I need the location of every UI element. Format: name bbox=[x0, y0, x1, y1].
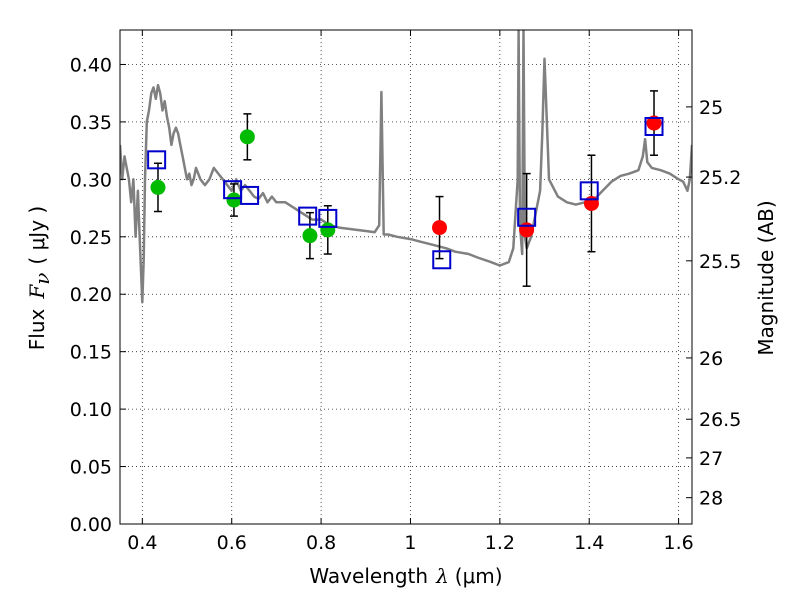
green-data-point bbox=[320, 222, 336, 238]
y-axis-unit: ( μJy ) bbox=[25, 206, 49, 265]
y2-tick-label: 25.5 bbox=[699, 251, 741, 273]
axis-ticks: 0.4 0.6 0.8 1 1.2 1.4 1.6 0.00 0.05 0.10 0.15 0.20 0… bbox=[70, 30, 741, 554]
x-tick-label: 1.4 bbox=[574, 532, 604, 554]
y-tick-label: 0.05 bbox=[70, 457, 112, 479]
x-tick-label: 1.2 bbox=[485, 532, 515, 554]
red-data-point bbox=[519, 222, 535, 238]
y-tick-label: 0.25 bbox=[70, 227, 112, 249]
model-square bbox=[147, 150, 167, 170]
x-axis-label: Wavelength λ (μm) bbox=[309, 564, 502, 588]
plot-area bbox=[120, 30, 692, 304]
green-data-point bbox=[226, 192, 242, 208]
green-data-point bbox=[302, 228, 318, 244]
red-data-point bbox=[583, 195, 599, 211]
y-tick-label: 0.15 bbox=[70, 342, 112, 364]
y-axis-subscript: ν bbox=[30, 273, 54, 285]
red-data-point bbox=[432, 220, 448, 236]
y2-tick-label: 26 bbox=[699, 348, 723, 370]
y-tick-label: 0.20 bbox=[70, 284, 112, 306]
y2-tick-label: 25 bbox=[699, 97, 723, 119]
x-tick-label: 0.6 bbox=[217, 532, 247, 554]
y2-tick-label: 26.5 bbox=[699, 409, 741, 431]
model-square bbox=[318, 208, 338, 228]
model-square bbox=[644, 117, 664, 137]
y-axis-label: Flux Fν ( μJy ) bbox=[25, 206, 54, 350]
model-square bbox=[432, 250, 452, 270]
x-tick-label: 1.6 bbox=[663, 532, 693, 554]
y-tick-label: 0.10 bbox=[70, 399, 112, 421]
model-square bbox=[240, 185, 260, 205]
grid-lines bbox=[120, 30, 692, 525]
y-tick-label: 0.30 bbox=[70, 169, 112, 191]
x-tick-label: 0.4 bbox=[127, 532, 157, 554]
green-data-point bbox=[239, 129, 255, 145]
x-tick-label: 0.8 bbox=[306, 532, 336, 554]
y-axis-symbol: F bbox=[25, 284, 49, 300]
plot-frame bbox=[119, 29, 693, 525]
green-data-point bbox=[150, 179, 166, 195]
x-axis-unit: (μm) bbox=[455, 564, 503, 588]
red-data-point bbox=[646, 115, 662, 131]
model-square bbox=[579, 181, 599, 201]
y-tick-label: 0.00 bbox=[70, 514, 112, 536]
y2-tick-label: 25.2 bbox=[699, 167, 741, 189]
y-tick-label: 0.35 bbox=[70, 112, 112, 134]
y2-axis-label: Magnitude (AB) bbox=[754, 200, 778, 355]
x-axis-symbol: λ bbox=[435, 564, 449, 588]
y2-tick-label: 27 bbox=[699, 448, 723, 470]
model-square bbox=[517, 207, 537, 227]
y-axis-label-text: Flux bbox=[25, 308, 49, 350]
spectrum-line bbox=[120, 30, 692, 304]
y2-tick-label: 28 bbox=[699, 488, 723, 510]
y-tick-label: 0.40 bbox=[70, 54, 112, 76]
x-axis-label-text: Wavelength bbox=[309, 564, 428, 588]
model-square bbox=[298, 206, 318, 226]
x-tick-label: 1 bbox=[404, 532, 416, 554]
